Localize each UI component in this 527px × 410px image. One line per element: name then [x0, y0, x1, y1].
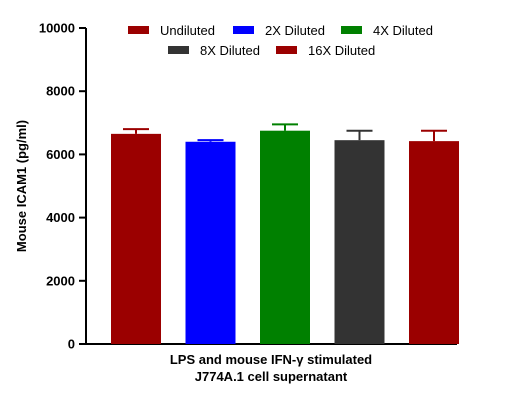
- y-axis: Mouse ICAM1 (pg/ml): [14, 28, 87, 344]
- legend-item-2: 2X Diluted: [233, 23, 325, 38]
- legend-label: 4X Diluted: [373, 23, 433, 38]
- bar-3: [260, 123, 310, 344]
- bar-rect: [260, 130, 310, 344]
- legend-label: Undiluted: [160, 23, 215, 38]
- bar-rect: [334, 140, 385, 344]
- legend-swatch: [341, 26, 362, 34]
- legend-item-4: 8X Diluted: [168, 43, 260, 58]
- bar-1: [111, 128, 161, 344]
- bar-rect: [111, 133, 161, 344]
- y-tick-label: 8000: [46, 84, 75, 99]
- y-tick-label: 2000: [46, 273, 75, 288]
- bars: [111, 123, 459, 344]
- y-tick-label: 6000: [46, 147, 75, 162]
- y-tick-label: 10000: [39, 21, 75, 36]
- bar-5: [409, 129, 459, 344]
- x-axis: LPS and mouse IFN-γ stimulated J774A.1 c…: [85, 343, 457, 384]
- legend: Undiluted 2X Diluted 4X Diluted 8X Diluted 1…: [128, 23, 433, 58]
- x-axis-title-line-1: LPS and mouse IFN-γ stimulated: [170, 352, 372, 367]
- legend-label: 8X Diluted: [200, 43, 260, 58]
- legend-label: 16X Diluted: [308, 43, 375, 58]
- legend-item-3: 4X Diluted: [341, 23, 433, 38]
- bar-rect: [185, 141, 236, 344]
- x-axis-title-line-2: J774A.1 cell supernatant: [195, 369, 348, 384]
- y-axis-title: Mouse ICAM1 (pg/ml): [14, 120, 29, 252]
- legend-item-5: 16X Diluted: [276, 43, 375, 58]
- bar-rect: [409, 141, 459, 344]
- legend-label: 2X Diluted: [265, 23, 325, 38]
- bar-4: [334, 129, 385, 344]
- y-tick-label: 0: [68, 337, 75, 352]
- y-ticks: 0 2000 4000 6000 8000 10000: [39, 21, 86, 352]
- legend-item-1: Undiluted: [128, 23, 215, 38]
- legend-swatch: [128, 26, 149, 34]
- legend-swatch: [276, 46, 297, 54]
- legend-swatch: [233, 26, 254, 34]
- legend-swatch: [168, 46, 189, 54]
- y-tick-label: 4000: [46, 210, 75, 225]
- bar-2: [185, 139, 236, 344]
